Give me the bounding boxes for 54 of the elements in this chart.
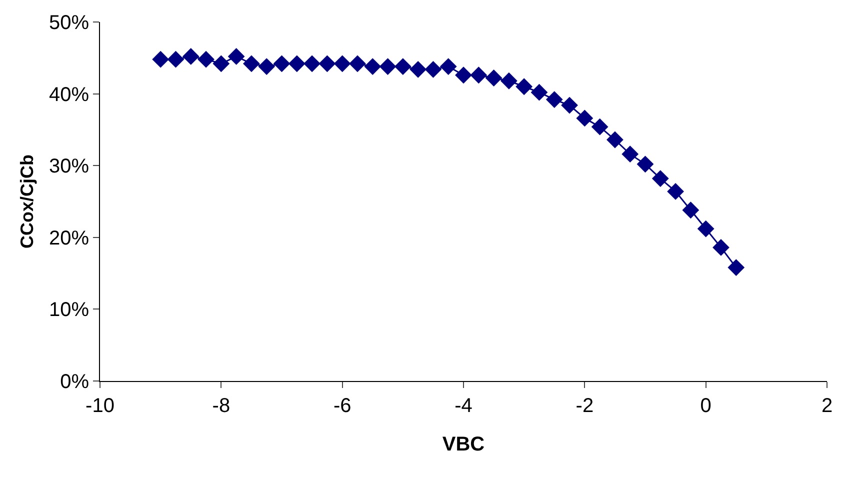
point <box>591 118 608 136</box>
point <box>576 110 594 127</box>
x-tick-label: 0 <box>700 395 712 417</box>
point <box>561 96 578 114</box>
point <box>182 48 200 65</box>
x-tick-label: -8 <box>212 395 230 417</box>
point <box>712 239 730 256</box>
y-tick-label: 20% <box>48 227 90 250</box>
point <box>697 220 714 238</box>
point <box>546 91 563 108</box>
point <box>334 55 351 72</box>
point <box>652 170 669 187</box>
point <box>243 55 260 72</box>
point <box>167 50 184 68</box>
point <box>228 48 245 65</box>
point <box>318 55 336 72</box>
x-tick-label: -2 <box>576 395 594 417</box>
y-tick-label: 40% <box>48 84 90 106</box>
y-tick-label: 0% <box>60 371 90 393</box>
point <box>516 78 533 96</box>
point <box>258 58 276 75</box>
point <box>288 55 306 72</box>
point <box>440 58 457 75</box>
y-tick-label: 30% <box>48 156 90 178</box>
point <box>485 70 502 86</box>
point <box>424 60 442 78</box>
point <box>364 58 382 75</box>
x-tick-label: -10 <box>86 395 114 417</box>
x-tick-label: 2 <box>821 395 833 417</box>
y-tick-label: 10% <box>48 299 90 322</box>
x-tick-label: -6 <box>333 395 352 417</box>
point <box>198 50 214 68</box>
point <box>273 55 290 72</box>
point <box>667 183 684 200</box>
point <box>682 202 700 219</box>
point <box>636 156 654 173</box>
x-tick-label: -4 <box>454 395 472 417</box>
point <box>410 60 427 78</box>
point <box>212 55 230 72</box>
point <box>379 58 396 75</box>
point <box>500 72 518 90</box>
y-axis-title: CCox/CjCb <box>17 154 38 248</box>
point <box>622 146 639 163</box>
y-tick-label: 50% <box>48 12 90 34</box>
point <box>455 66 472 84</box>
point <box>728 259 745 276</box>
point <box>349 55 366 72</box>
point <box>470 66 488 84</box>
point <box>304 55 320 72</box>
point <box>530 84 548 101</box>
point <box>394 58 412 75</box>
point <box>152 50 170 68</box>
x-axis-title: VBC <box>442 434 485 456</box>
point <box>606 131 624 148</box>
